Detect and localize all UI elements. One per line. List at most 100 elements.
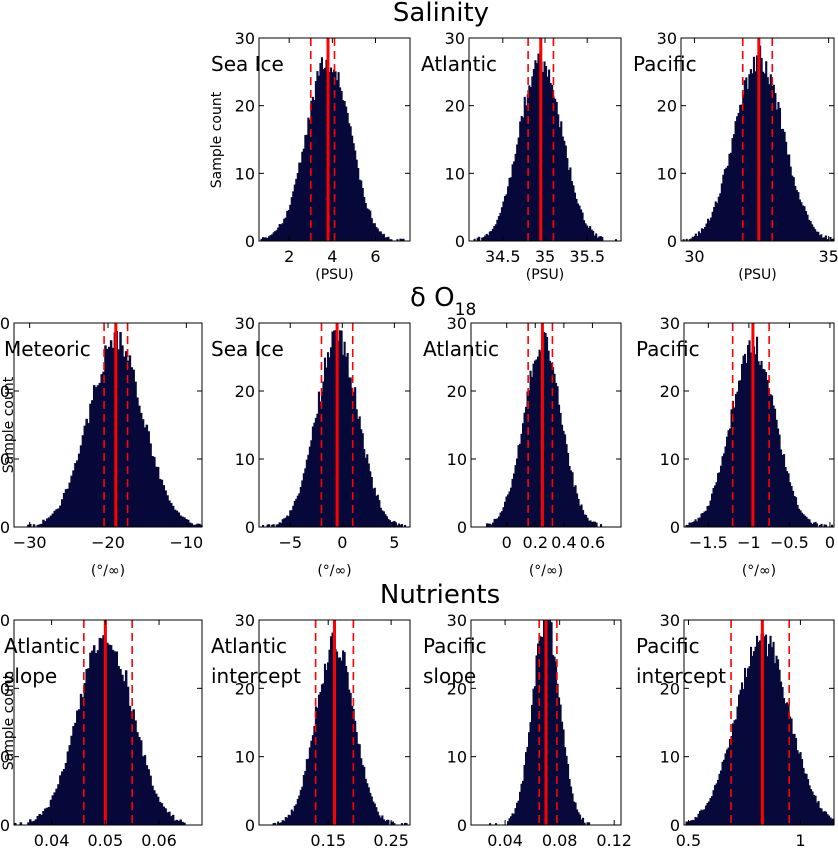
- histogram-bar: [780, 681, 783, 825]
- histogram-bar: [89, 403, 92, 527]
- histogram-bar: [271, 524, 274, 527]
- histogram-bar: [688, 820, 691, 825]
- histogram-bar: [786, 702, 789, 825]
- histogram-bar: [703, 511, 706, 527]
- histogram-bar: [586, 225, 589, 241]
- histogram-bar: [121, 345, 124, 527]
- histogram-bar: [378, 815, 381, 825]
- histogram-bar: [394, 522, 398, 527]
- histogram-bar: [535, 63, 538, 241]
- histogram-bar: [783, 131, 786, 241]
- histogram-panel: −1.5 −1 −0.5 0 0 10 20 30 Pacific (°/∞): [636, 314, 835, 579]
- histogram-bar: [138, 405, 141, 527]
- histogram-bar: [756, 635, 759, 825]
- histogram-bar: [574, 485, 577, 527]
- y-tick-label: 20: [235, 97, 255, 116]
- histogram-bar: [592, 230, 595, 241]
- histogram-bar: [720, 465, 723, 527]
- histogram-bar: [490, 231, 493, 241]
- histogram-bar: [64, 489, 68, 527]
- panel-label: Pacific: [423, 634, 487, 658]
- histogram-bar: [87, 668, 90, 825]
- histogram-bar: [585, 514, 588, 527]
- panel-label: Pacific: [633, 52, 697, 76]
- histogram-bar: [694, 233, 697, 241]
- histogram-bar: [83, 425, 87, 527]
- y-tick-label: 20: [0, 679, 10, 698]
- histogram-bar: [702, 228, 705, 241]
- histogram-bar: [825, 811, 828, 825]
- histogram-bar: [572, 185, 575, 241]
- histogram-bar: [803, 206, 806, 241]
- histogram-bar: [340, 660, 343, 825]
- histogram-bar: [190, 523, 194, 527]
- histogram-bar: [113, 651, 117, 825]
- histogram-bar: [61, 499, 64, 527]
- histogram-bar: [126, 686, 130, 825]
- histogram-bar: [583, 822, 586, 825]
- y-tick-label: 10: [660, 450, 680, 469]
- histogram-bar: [79, 445, 83, 527]
- histogram-bar: [179, 515, 182, 527]
- histogram-bar: [64, 762, 68, 825]
- histogram-bar: [759, 640, 762, 825]
- histogram-bar: [32, 524, 36, 527]
- histogram-bar: [275, 230, 278, 241]
- histogram-bar: [367, 209, 370, 241]
- histogram-bar: [119, 332, 122, 527]
- histogram-bar: [715, 482, 718, 527]
- histogram-bar: [726, 749, 729, 825]
- histogram-bar: [372, 223, 375, 241]
- histogram-bar: [323, 67, 327, 241]
- histogram-bar: [799, 510, 802, 527]
- axes-frame: [13, 619, 203, 826]
- histogram-bar: [343, 101, 346, 241]
- y-tick-label: 30: [235, 29, 255, 48]
- histogram-bar: [352, 143, 355, 241]
- histogram-bar: [266, 524, 269, 527]
- histogram-bar: [132, 709, 135, 825]
- histogram-bar: [719, 193, 722, 241]
- histogram-bar: [546, 76, 549, 241]
- histogram-bar: [27, 524, 30, 527]
- histogram-bar: [486, 523, 489, 527]
- histogram-bar: [734, 121, 737, 241]
- histogram-bar: [570, 786, 573, 825]
- y-tick-label: 20: [235, 382, 255, 401]
- panel-label: Sea Ice: [211, 337, 284, 361]
- histogram-bar: [508, 818, 511, 825]
- histogram-bar: [358, 416, 361, 527]
- histogram-bar: [810, 522, 813, 527]
- panel-label: slope: [4, 664, 57, 688]
- histogram-bar: [343, 652, 346, 825]
- histogram-bar: [785, 141, 788, 241]
- histogram-bar: [795, 738, 798, 825]
- histogram-bar: [339, 87, 342, 242]
- histogram-bar: [275, 524, 278, 527]
- histogram-bar: [511, 813, 514, 825]
- histogram-bar: [583, 220, 586, 241]
- histogram-bar: [792, 733, 795, 825]
- histogram-bar: [370, 218, 373, 241]
- histogram-bar: [373, 487, 376, 527]
- histogram-bar: [592, 521, 595, 527]
- histogram-bar: [796, 504, 799, 527]
- histogram-bar: [579, 505, 582, 527]
- histogram-bar: [555, 101, 558, 242]
- histogram-bar: [576, 203, 580, 241]
- histogram-bar: [384, 237, 387, 241]
- histogram-bar: [162, 806, 165, 825]
- histogram-bar: [311, 735, 314, 825]
- histogram-bar: [823, 811, 826, 825]
- histogram-bar: [296, 798, 299, 825]
- histogram-bar: [587, 227, 590, 241]
- histogram-bar: [736, 391, 739, 527]
- histogram-bar: [801, 512, 804, 527]
- x-tick-label: 0.06: [141, 831, 177, 850]
- histogram-bar: [502, 201, 505, 241]
- histogram-bar: [370, 477, 373, 527]
- histogram-bar: [525, 752, 528, 825]
- histogram-bar: [804, 773, 807, 825]
- histogram-bar: [102, 635, 105, 825]
- histogram-bar: [102, 371, 105, 527]
